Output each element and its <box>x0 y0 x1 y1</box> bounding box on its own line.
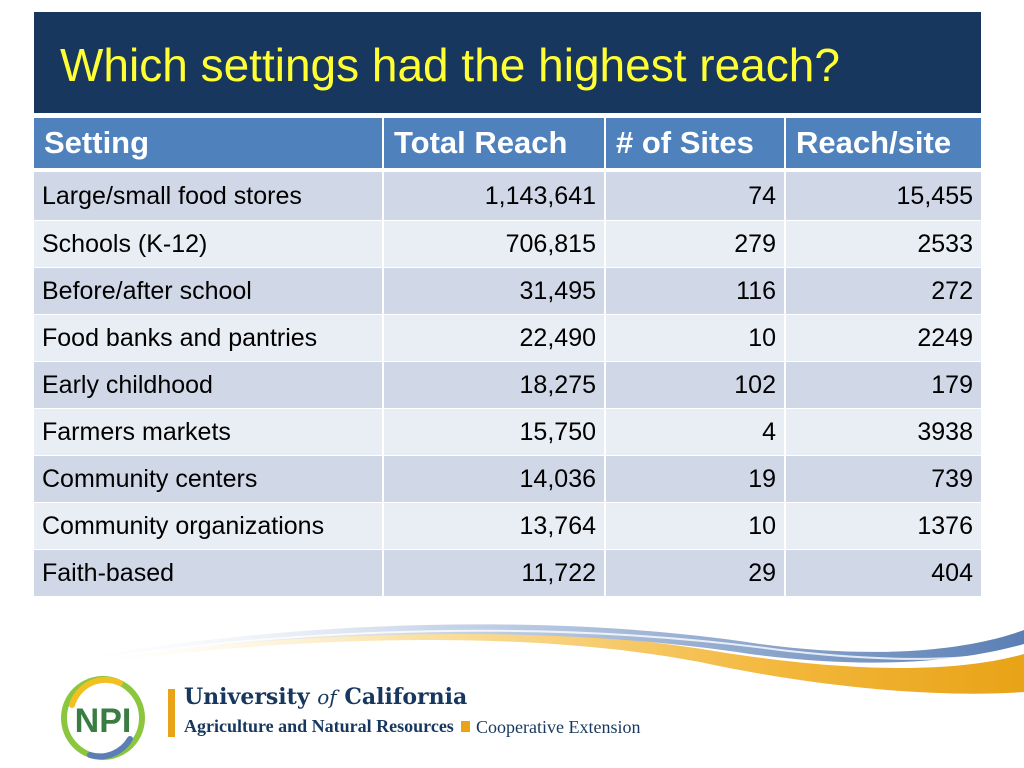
cell-reach-per-site: 1376 <box>785 502 981 550</box>
table-row: Farmers markets 15,750 4 3938 <box>34 408 981 456</box>
cell-total-reach: 13,764 <box>383 502 606 550</box>
table-header-row: Setting Total Reach # of Sites Reach/sit… <box>34 118 981 171</box>
cell-setting: Food banks and pantries <box>34 314 384 362</box>
cell-reach-per-site: 404 <box>785 549 981 596</box>
reach-table: Setting Total Reach # of Sites Reach/sit… <box>34 118 981 596</box>
npi-logo: NPI <box>61 676 145 760</box>
header-reach-per-site: Reach/site <box>785 118 981 171</box>
cell-total-reach: 706,815 <box>383 220 606 268</box>
extension-name: Cooperative Extension <box>476 717 641 737</box>
table-row: Large/small food stores 1,143,641 74 15,… <box>34 168 981 221</box>
cell-total-reach: 31,495 <box>383 267 606 315</box>
cell-sites: 10 <box>605 314 786 362</box>
cell-reach-per-site: 2249 <box>785 314 981 362</box>
cell-setting: Community centers <box>34 455 384 503</box>
cell-reach-per-site: 179 <box>785 361 981 409</box>
decorative-swoosh <box>40 624 1024 694</box>
slide-title: Which settings had the highest reach? <box>60 39 840 91</box>
table-row: Faith-based 11,722 29 404 <box>34 549 981 596</box>
swoosh-line <box>79 629 1024 663</box>
cell-total-reach: 18,275 <box>383 361 606 409</box>
cell-setting: Before/after school <box>34 267 384 315</box>
header-setting: Setting <box>34 118 384 171</box>
swoosh-blue <box>40 624 1024 666</box>
table-row: Before/after school 31,495 116 272 <box>34 267 981 315</box>
uc-name-part1: University <box>184 684 318 710</box>
cell-reach-per-site: 2533 <box>785 220 981 268</box>
uc-accent-bar <box>168 689 175 737</box>
cell-setting: Community organizations <box>34 502 384 550</box>
cell-sites: 279 <box>605 220 786 268</box>
cell-reach-per-site: 272 <box>785 267 981 315</box>
uc-name: University of California <box>184 684 467 710</box>
cell-total-reach: 11,722 <box>383 549 606 596</box>
cell-total-reach: 1,143,641 <box>383 168 606 221</box>
table-row: Early childhood 18,275 102 179 <box>34 361 981 409</box>
cell-sites: 74 <box>605 168 786 221</box>
cell-setting: Schools (K-12) <box>34 220 384 268</box>
table-row: Community centers 14,036 19 739 <box>34 455 981 503</box>
cell-setting: Early childhood <box>34 361 384 409</box>
cell-total-reach: 15,750 <box>383 408 606 456</box>
cell-total-reach: 22,490 <box>383 314 606 362</box>
title-bar: Which settings had the highest reach? <box>34 12 981 113</box>
cell-sites: 29 <box>605 549 786 596</box>
cell-reach-per-site: 3938 <box>785 408 981 456</box>
table-row: Schools (K-12) 706,815 279 2533 <box>34 220 981 268</box>
extension-accent-square <box>461 721 470 732</box>
npi-logo-text: NPI <box>75 702 132 740</box>
cell-sites: 116 <box>605 267 786 315</box>
cell-sites: 102 <box>605 361 786 409</box>
cell-reach-per-site: 739 <box>785 455 981 503</box>
division-name: Agriculture and Natural Resources <box>184 716 454 736</box>
table-row: Food banks and pantries 22,490 10 2249 <box>34 314 981 362</box>
cell-setting: Large/small food stores <box>34 168 384 221</box>
header-total-reach: Total Reach <box>383 118 606 171</box>
cell-sites: 10 <box>605 502 786 550</box>
cell-setting: Farmers markets <box>34 408 384 456</box>
header-sites: # of Sites <box>605 118 786 171</box>
uc-name-part2: California <box>336 684 468 710</box>
swoosh-gold <box>60 631 1024 694</box>
cell-reach-per-site: 15,455 <box>785 168 981 221</box>
table-row: Community organizations 13,764 10 1376 <box>34 502 981 550</box>
cell-sites: 4 <box>605 408 786 456</box>
uc-name-of: of <box>317 685 337 709</box>
cell-sites: 19 <box>605 455 786 503</box>
cell-setting: Faith-based <box>34 549 384 596</box>
cell-total-reach: 14,036 <box>383 455 606 503</box>
